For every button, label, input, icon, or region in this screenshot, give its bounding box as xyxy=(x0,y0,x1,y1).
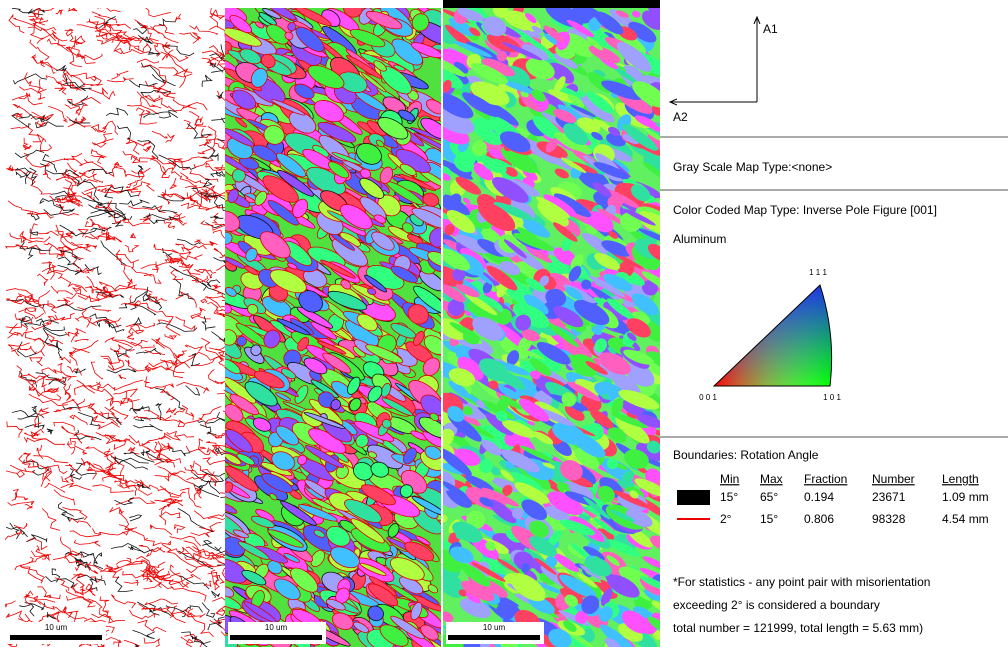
scale-bar xyxy=(448,635,540,640)
table-header: Max xyxy=(760,472,783,486)
scale-label: 10 um xyxy=(483,623,506,632)
table-cell: 4.54 mm xyxy=(942,512,989,526)
high-angle-swatch xyxy=(677,490,710,505)
table-cell: 23671 xyxy=(872,490,906,504)
table-header: Fraction xyxy=(804,472,847,486)
ipf-label: 1 1 1 xyxy=(809,268,827,277)
table-cell: 0.194 xyxy=(804,490,834,504)
axis-label: A2 xyxy=(673,110,688,124)
table-cell: 98328 xyxy=(872,512,906,526)
table-cell: 0.806 xyxy=(804,512,834,526)
table-cell: 15° xyxy=(760,512,778,526)
scale-bar xyxy=(10,635,102,640)
table-cell: 65° xyxy=(760,490,778,504)
ipf-label: 1 0 1 xyxy=(823,393,841,402)
color-coded: Color Coded Map Type: Inverse Pole Figur… xyxy=(673,203,937,217)
axis-label: A1 xyxy=(763,22,778,36)
note: total number = 121999, total length = 5.… xyxy=(673,621,923,635)
scale-bar xyxy=(230,635,322,640)
scale-bars: 10 um 10 um 10 um xyxy=(8,622,544,644)
table-header: Length xyxy=(942,472,979,486)
table-header: Min xyxy=(720,472,739,486)
note: *For statistics - any point pair with mi… xyxy=(673,575,930,589)
boundary-map xyxy=(3,5,255,647)
table-cell: 2° xyxy=(720,512,732,526)
ipf-map xyxy=(423,0,680,647)
scale-label: 10 um xyxy=(45,623,68,632)
ipf-triangle xyxy=(714,285,832,386)
top-bar xyxy=(443,0,660,8)
page: 10 um 10 um 10 um A1 A2 Gray Scale Map T… xyxy=(0,0,1008,647)
note: exceeding 2° is considered a boundary xyxy=(673,598,880,612)
table-cell: 1.09 mm xyxy=(942,490,989,504)
material: Aluminum xyxy=(673,232,726,246)
gray-scale: Gray Scale Map Type:<none> xyxy=(673,160,832,174)
table-cell: 15° xyxy=(720,490,738,504)
ipf-boundary-map xyxy=(206,0,459,647)
legend: A1 A2 Gray Scale Map Type:<none> Color C… xyxy=(660,18,1008,635)
boundaries-title: Boundaries: Rotation Angle xyxy=(673,448,819,462)
scale-label: 10 um xyxy=(265,623,288,632)
table-header: Number xyxy=(872,472,915,486)
ipf-label: 0 0 1 xyxy=(699,393,717,402)
boundaries-table: Min Max Fraction Number Length 15° 65° 0.194 236… xyxy=(677,472,989,526)
